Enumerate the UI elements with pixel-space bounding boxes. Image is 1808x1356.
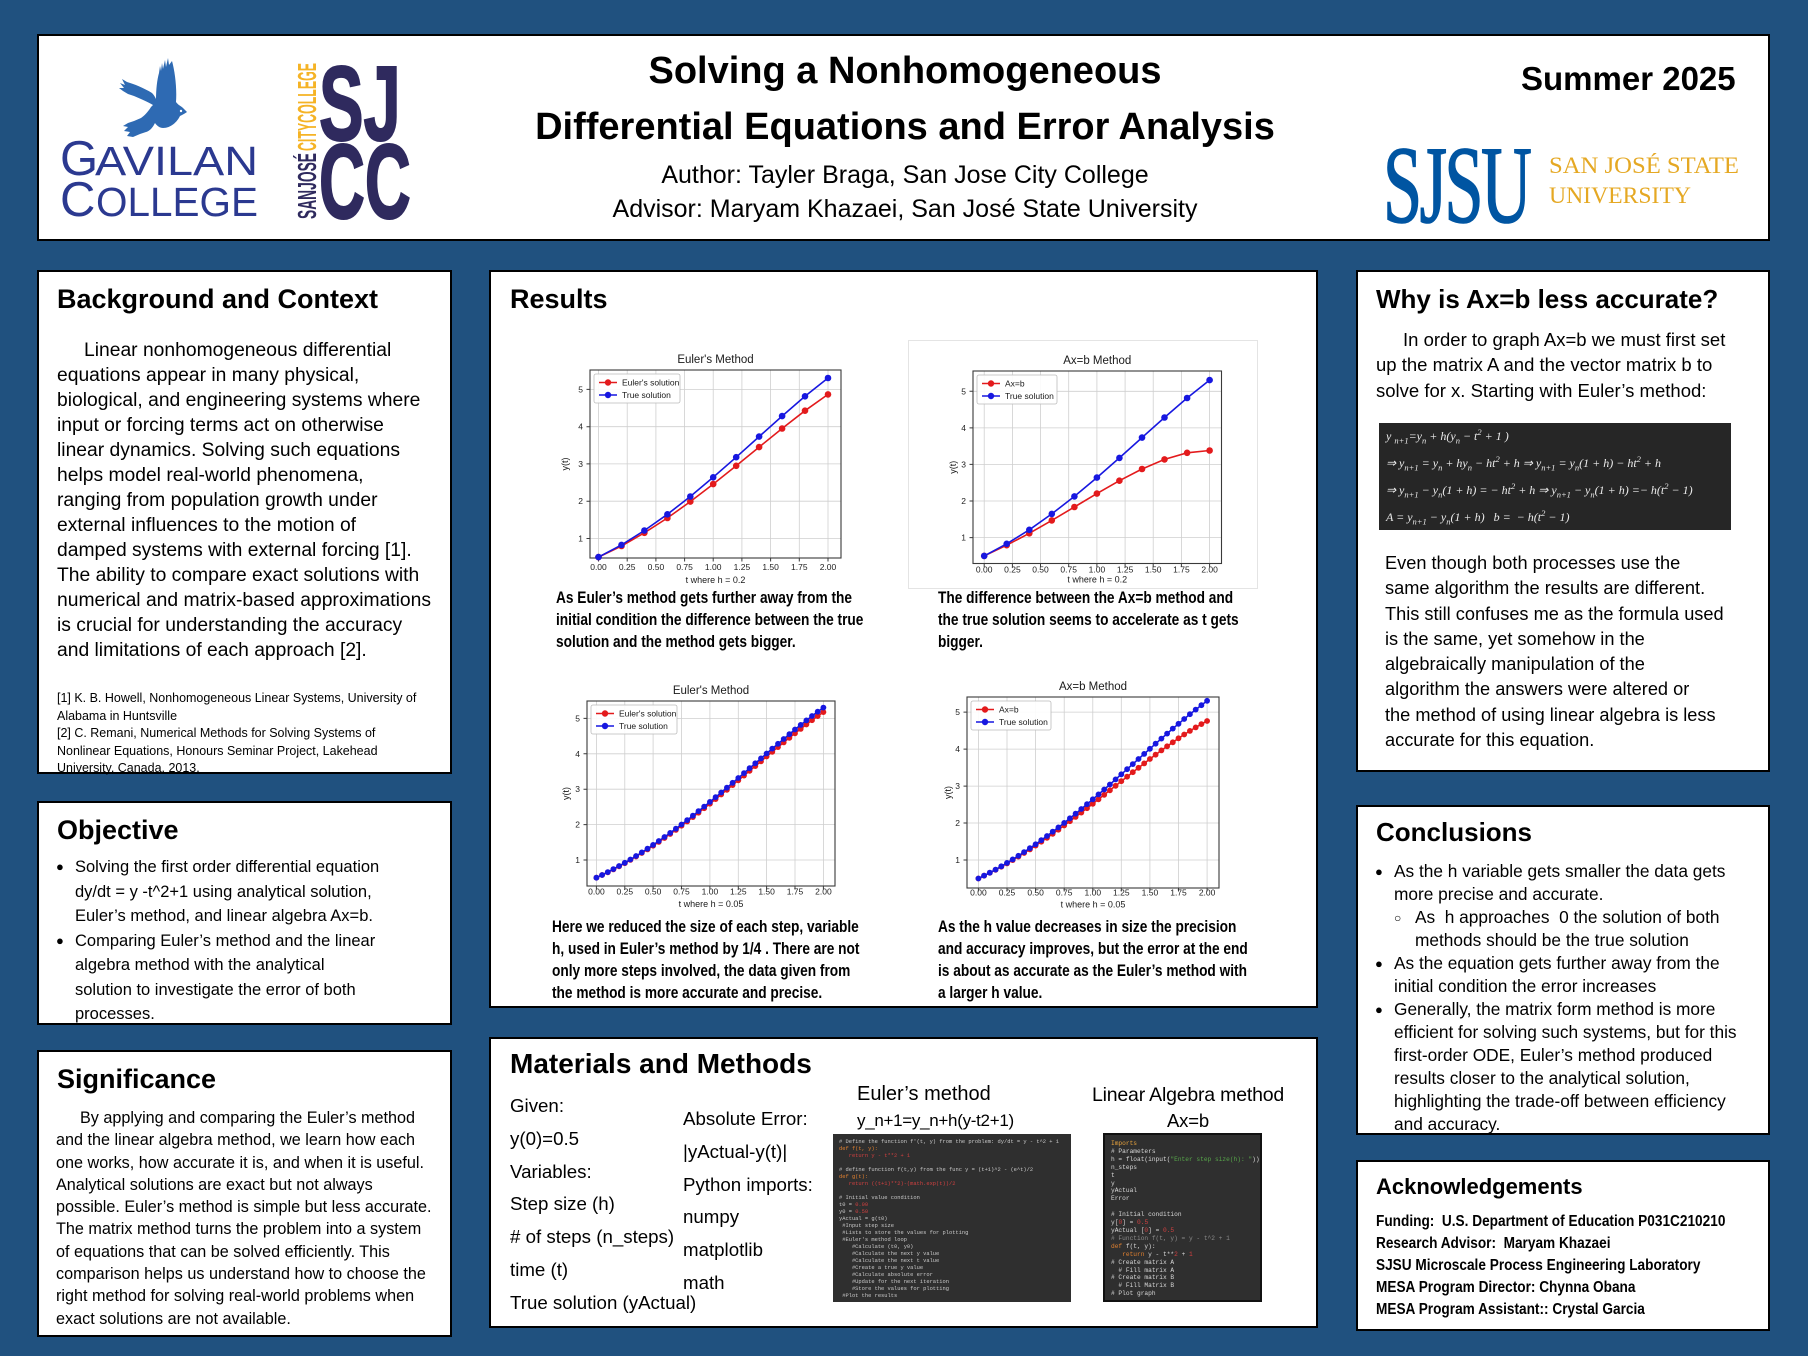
svg-text:Ax=b Method: Ax=b Method	[1059, 681, 1127, 693]
svg-text:3: 3	[961, 459, 966, 469]
svg-text:SJSU: SJSU	[1383, 140, 1531, 235]
svg-text:0.00: 0.00	[976, 564, 993, 574]
svg-text:0.25: 0.25	[999, 888, 1016, 898]
svg-text:1.50: 1.50	[762, 562, 779, 572]
svg-text:0.00: 0.00	[590, 562, 607, 572]
svg-text:1: 1	[578, 534, 583, 544]
svg-text:0.25: 0.25	[1004, 564, 1021, 574]
svg-text:2: 2	[961, 496, 966, 506]
svg-text:1.00: 1.00	[1089, 564, 1106, 574]
svg-text:1: 1	[955, 855, 960, 865]
svg-text:C: C	[60, 173, 95, 225]
svg-text:0.50: 0.50	[1032, 564, 1049, 574]
svg-text:5: 5	[575, 713, 580, 723]
svg-text:1.50: 1.50	[1142, 888, 1159, 898]
svg-text:2: 2	[955, 818, 960, 828]
svg-text:t where h = 0.2: t where h = 0.2	[686, 575, 746, 585]
svg-text:Euler's Method: Euler's Method	[677, 354, 753, 366]
svg-text:1.00: 1.00	[705, 562, 722, 572]
svg-text:4: 4	[575, 749, 580, 759]
svg-text:SANJOSÉ: SANJOSÉ	[292, 153, 322, 219]
svg-text:2.00: 2.00	[1199, 888, 1216, 898]
svg-text:1.00: 1.00	[1085, 888, 1102, 898]
svg-text:2: 2	[575, 820, 580, 830]
svg-text:0.75: 0.75	[673, 887, 690, 897]
svg-text:3: 3	[575, 784, 580, 794]
svg-text:3: 3	[955, 781, 960, 791]
svg-text:1.50: 1.50	[758, 887, 775, 897]
svg-text:0.50: 0.50	[645, 887, 662, 897]
svg-text:UNIVERSITY: UNIVERSITY	[1549, 183, 1691, 209]
svg-text:True solution: True solution	[1005, 391, 1054, 401]
svg-text:3: 3	[578, 459, 583, 469]
svg-text:Euler's solution: Euler's solution	[622, 378, 680, 388]
svg-text:2.00: 2.00	[820, 562, 837, 572]
svg-text:t where h = 0.2: t where h = 0.2	[1067, 574, 1127, 584]
svg-text:1.25: 1.25	[1113, 888, 1130, 898]
svg-text:Ax=b: Ax=b	[1005, 378, 1025, 388]
svg-text:Ax=b: Ax=b	[999, 705, 1019, 715]
svg-text:AVILAN: AVILAN	[95, 138, 258, 184]
svg-text:1.75: 1.75	[791, 562, 808, 572]
svg-text:1.75: 1.75	[787, 887, 804, 897]
svg-text:CC: CC	[319, 122, 411, 223]
svg-text:y(t): y(t)	[948, 460, 958, 473]
svg-text:4: 4	[961, 422, 966, 432]
svg-text:4: 4	[578, 422, 583, 432]
svg-text:0.25: 0.25	[617, 887, 634, 897]
svg-text:y(t): y(t)	[560, 458, 570, 471]
svg-text:True solution: True solution	[619, 721, 668, 731]
svg-text:1.50: 1.50	[1145, 564, 1162, 574]
svg-text:1.75: 1.75	[1170, 888, 1187, 898]
svg-text:G: G	[60, 132, 98, 186]
svg-text:1.00: 1.00	[702, 887, 719, 897]
svg-text:SJ: SJ	[319, 58, 401, 163]
svg-text:1.25: 1.25	[1117, 564, 1134, 574]
svg-text:0.50: 0.50	[648, 562, 665, 572]
svg-text:0.25: 0.25	[619, 562, 636, 572]
svg-text:Ax=b Method: Ax=b Method	[1063, 355, 1131, 367]
svg-text:4: 4	[955, 744, 960, 754]
svg-text:5: 5	[961, 386, 966, 396]
svg-text:2.00: 2.00	[1201, 564, 1218, 574]
svg-text:True solution: True solution	[999, 717, 1048, 727]
svg-text:OLLEGE: OLLEGE	[96, 179, 258, 225]
svg-text:Euler's solution: Euler's solution	[619, 709, 677, 719]
svg-text:5: 5	[955, 707, 960, 717]
svg-text:5: 5	[578, 384, 583, 394]
svg-text:1: 1	[575, 855, 580, 865]
svg-text:1.25: 1.25	[734, 562, 751, 572]
svg-text:0.00: 0.00	[588, 887, 605, 897]
svg-text:0.00: 0.00	[970, 888, 987, 898]
svg-text:0.75: 0.75	[1056, 888, 1073, 898]
svg-text:2.00: 2.00	[815, 887, 832, 897]
svg-text:1.25: 1.25	[730, 887, 747, 897]
svg-text:0.75: 0.75	[676, 562, 693, 572]
svg-text:Euler's Method: Euler's Method	[673, 685, 749, 697]
svg-text:t where h = 0.05: t where h = 0.05	[679, 899, 744, 909]
svg-text:0.50: 0.50	[1027, 888, 1044, 898]
svg-text:y(t): y(t)	[943, 786, 953, 799]
svg-text:SAN JOSÉ STATE: SAN JOSÉ STATE	[1549, 153, 1739, 179]
svg-text:y(t): y(t)	[561, 787, 571, 800]
svg-text:2: 2	[578, 496, 583, 506]
svg-text:t where h = 0.05: t where h = 0.05	[1061, 900, 1126, 910]
svg-text:CITYCOLLEGE: CITYCOLLEGE	[292, 63, 322, 151]
svg-text:True solution: True solution	[622, 390, 671, 400]
svg-text:1.75: 1.75	[1173, 564, 1190, 574]
svg-text:1: 1	[961, 532, 966, 542]
svg-text:0.75: 0.75	[1060, 564, 1077, 574]
